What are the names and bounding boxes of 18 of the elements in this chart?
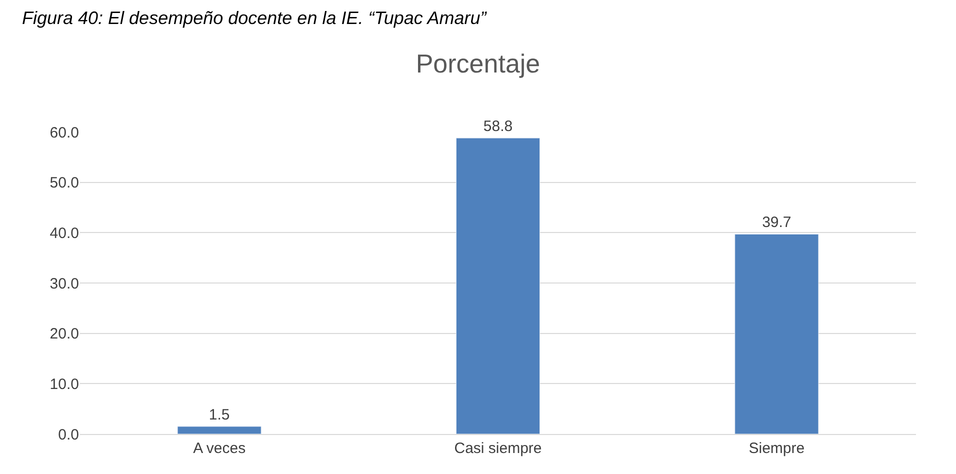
y-tick-label: 0.0: [58, 426, 79, 444]
x-tick-label: Casi siempre: [454, 440, 542, 457]
y-tick-label: 60.0: [50, 124, 79, 142]
x-tick-label: Siempre: [748, 440, 805, 457]
y-tick-label: 20.0: [50, 326, 79, 343]
y-tick-label: 50.0: [50, 174, 79, 192]
text: Figura 40: El desempeño docente en la IE. “Tupac Amaru”: [22, 8, 488, 28]
x-tick-label: A veces: [193, 440, 246, 457]
data-label: 39.7: [762, 214, 792, 232]
y-tick-label: 30.0: [50, 275, 79, 292]
bar: [456, 138, 540, 434]
data-label: 1.5: [208, 406, 230, 424]
y-tick-label: 10.0: [50, 376, 79, 393]
bar: [177, 426, 262, 434]
data-label: 58.8: [483, 118, 513, 136]
y-tick-label: 40.0: [50, 224, 79, 242]
chart-title: Porcentaje: [416, 48, 540, 79]
bar: [734, 234, 819, 434]
